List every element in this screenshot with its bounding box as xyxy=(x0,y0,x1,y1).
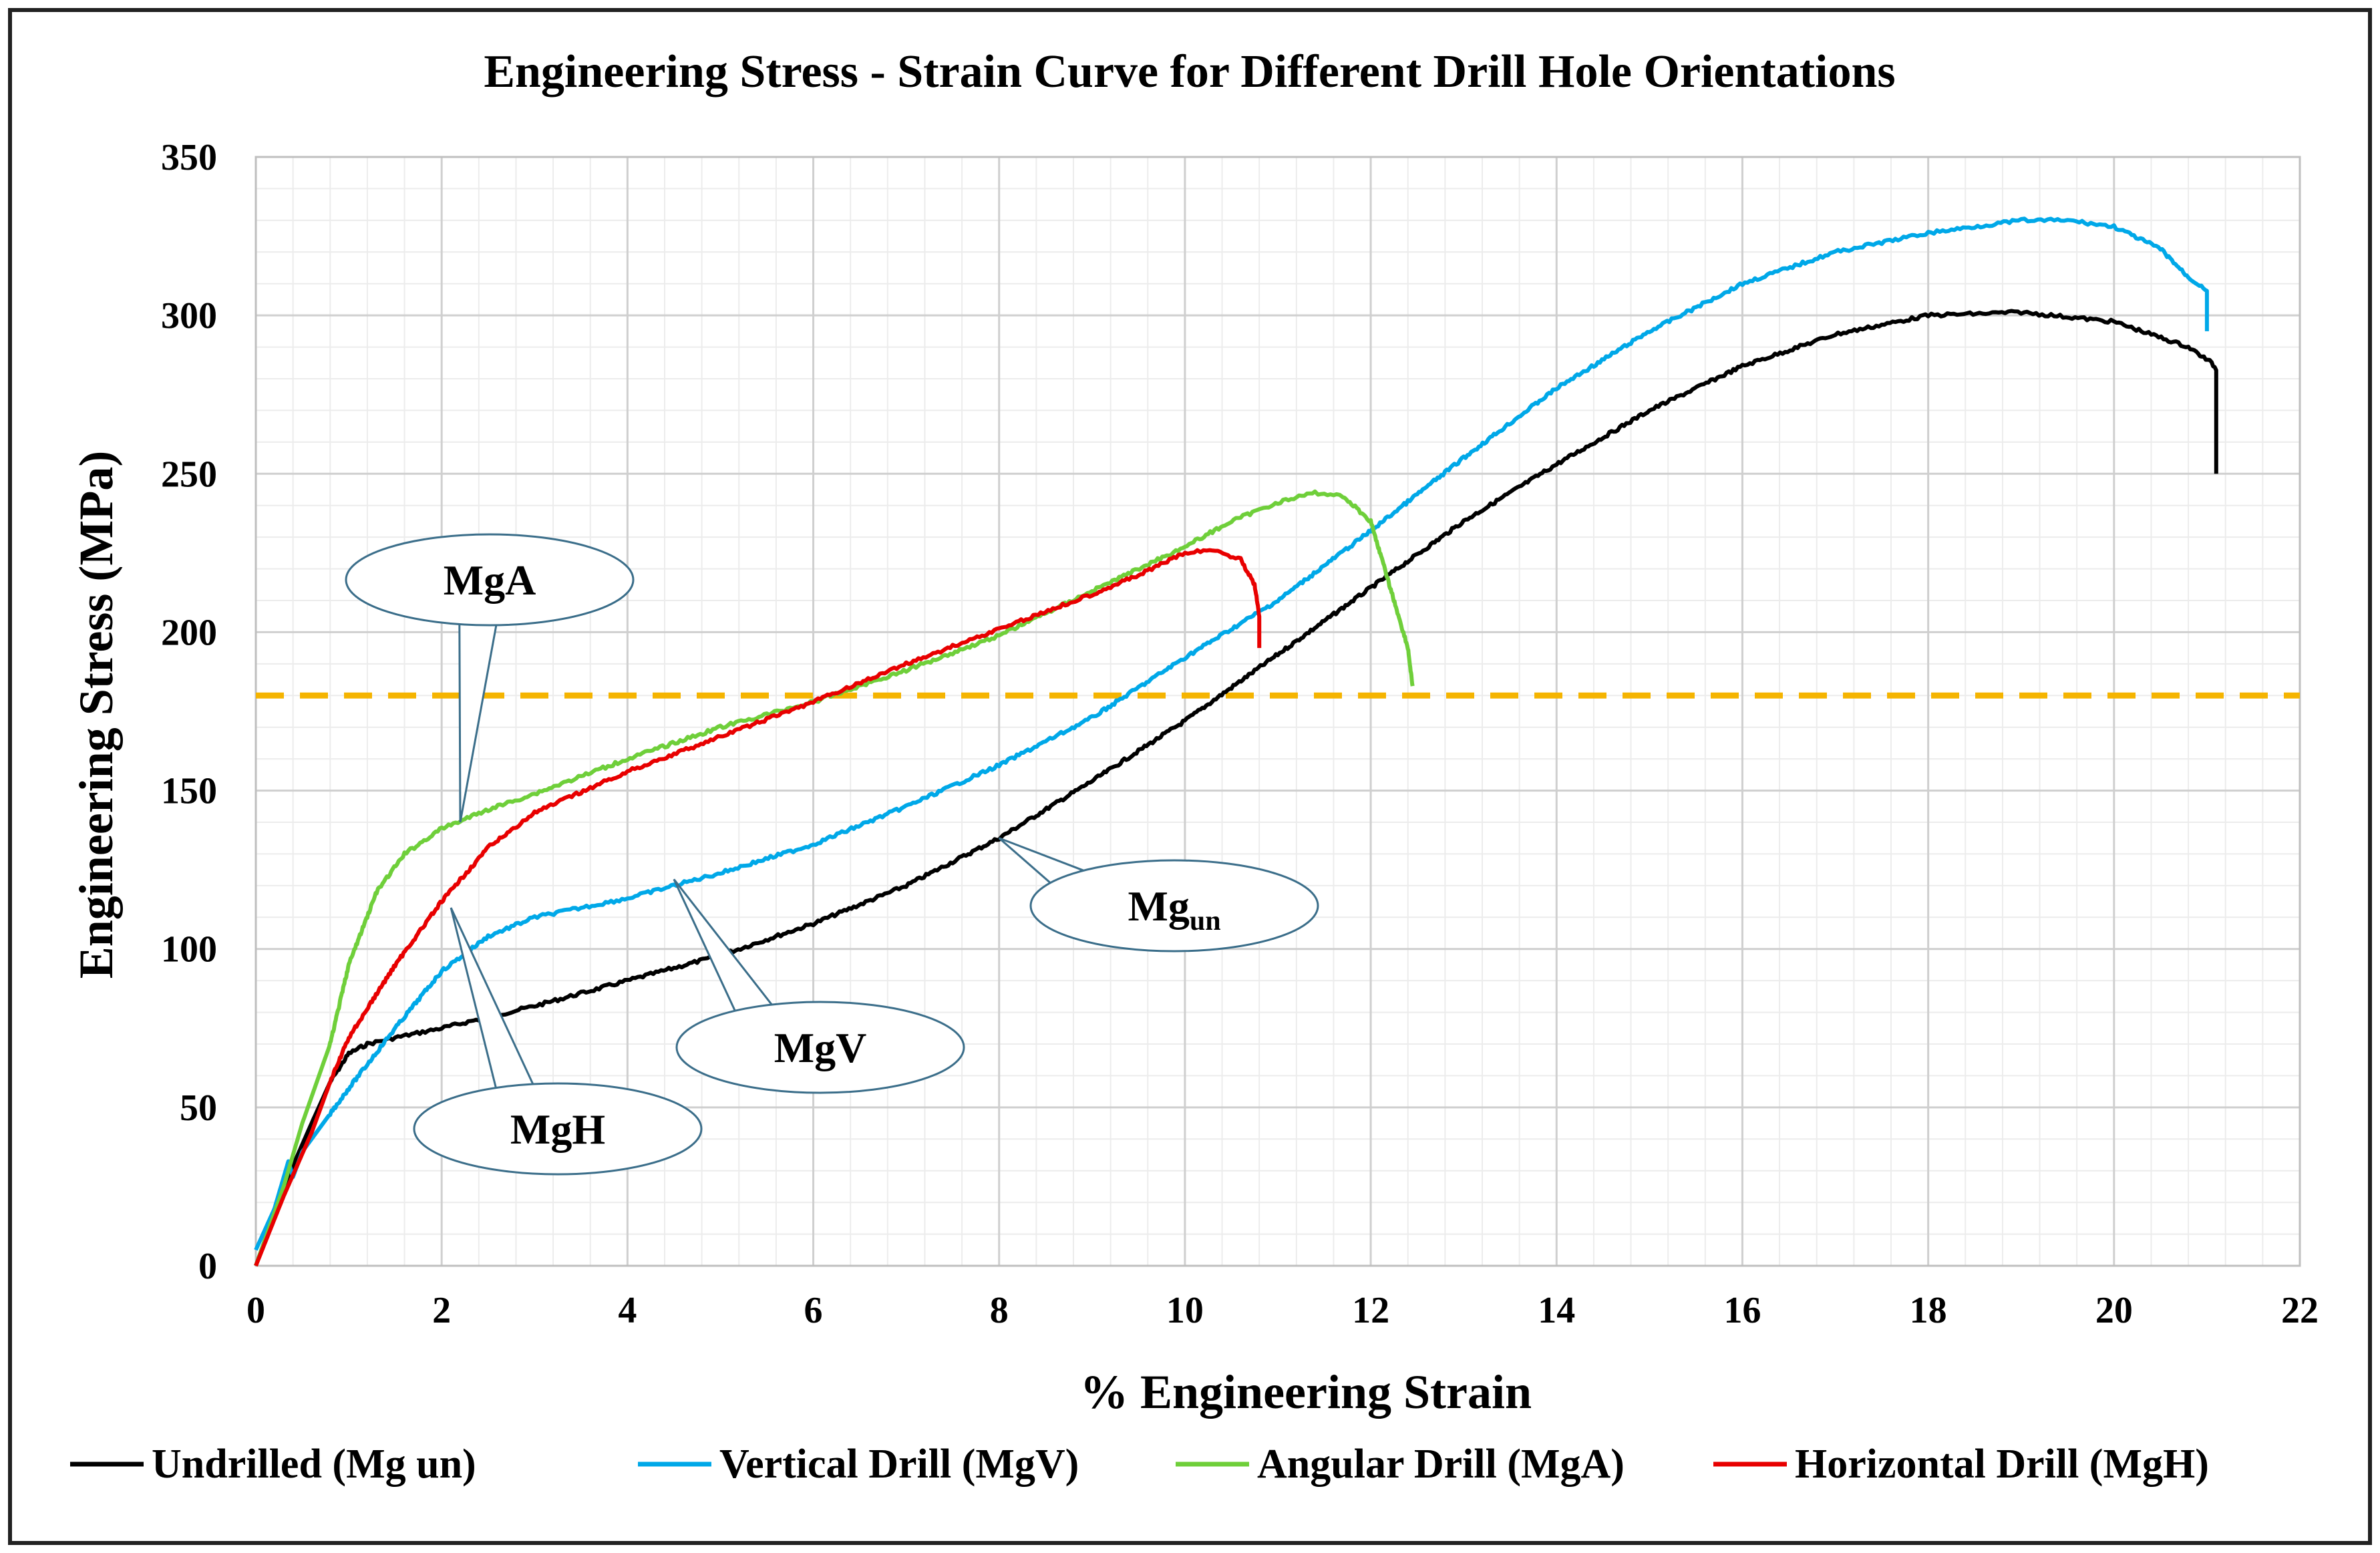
callout-label: MgA xyxy=(444,556,536,604)
x-tick-label: 0 xyxy=(246,1290,265,1331)
y-tick-label: 150 xyxy=(161,771,217,812)
series-line-1 xyxy=(254,216,2209,1251)
legend: Undrilled (Mg un) Vertical Drill (MgV) Ang… xyxy=(70,1441,2209,1487)
callout-label: MgV xyxy=(774,1024,867,1071)
y-tick-label: 300 xyxy=(161,295,217,337)
y-tick-label: 350 xyxy=(161,137,217,178)
x-tick-label: 2 xyxy=(432,1290,451,1331)
callout-pointer xyxy=(450,907,540,1115)
legend-label: Horizontal Drill (MgH) xyxy=(1795,1441,2209,1487)
x-tick-label: 22 xyxy=(2281,1290,2319,1331)
x-tick-label: 6 xyxy=(804,1290,823,1331)
y-tick-label: 100 xyxy=(161,929,217,971)
legend-label: Undrilled (Mg un) xyxy=(152,1441,476,1487)
callout-subscript: un xyxy=(1190,906,1221,936)
callout-label: MgH xyxy=(510,1105,605,1153)
chart-frame xyxy=(8,8,2372,1545)
tick-labels: 0 2 4 6 8 10 12 14 16 18 20 22 0 50 100 150 200 250 300 350 xyxy=(161,137,2319,1331)
x-tick-label: 10 xyxy=(1166,1290,1204,1331)
series-group xyxy=(254,216,2218,1267)
x-tick-label: 18 xyxy=(1910,1290,1947,1331)
callout-bubble xyxy=(413,1082,703,1176)
chart-title: Engineering Stress - Strain Curve for Di… xyxy=(484,46,1895,98)
callout-bubble xyxy=(345,533,635,627)
plot-area xyxy=(254,156,2301,1267)
y-axis-title: Engineering Stress (MPa) xyxy=(69,451,123,979)
y-tick-label: 50 xyxy=(180,1087,217,1129)
y-tick-label: 250 xyxy=(161,454,217,495)
legend-label: Angular Drill (MgA) xyxy=(1257,1441,1625,1487)
x-tick-label: 14 xyxy=(1538,1290,1575,1331)
x-axis-title: % Engineering Strain xyxy=(1080,1365,1532,1419)
callout-bubble xyxy=(675,1001,965,1094)
series-line-0 xyxy=(254,309,2218,1266)
y-tick-label: 0 xyxy=(198,1246,217,1287)
series-line-3 xyxy=(254,548,1262,1267)
y-tick-label: 200 xyxy=(161,612,217,653)
legend-label: Vertical Drill (MgV) xyxy=(719,1441,1079,1487)
x-tick-label: 12 xyxy=(1352,1290,1389,1331)
x-tick-label: 8 xyxy=(990,1290,1009,1331)
series-line-2 xyxy=(254,489,1415,1266)
x-tick-label: 4 xyxy=(618,1290,637,1331)
x-tick-label: 16 xyxy=(1723,1290,1761,1331)
x-tick-label: 20 xyxy=(2095,1290,2133,1331)
callout-bubble xyxy=(1029,859,1319,953)
